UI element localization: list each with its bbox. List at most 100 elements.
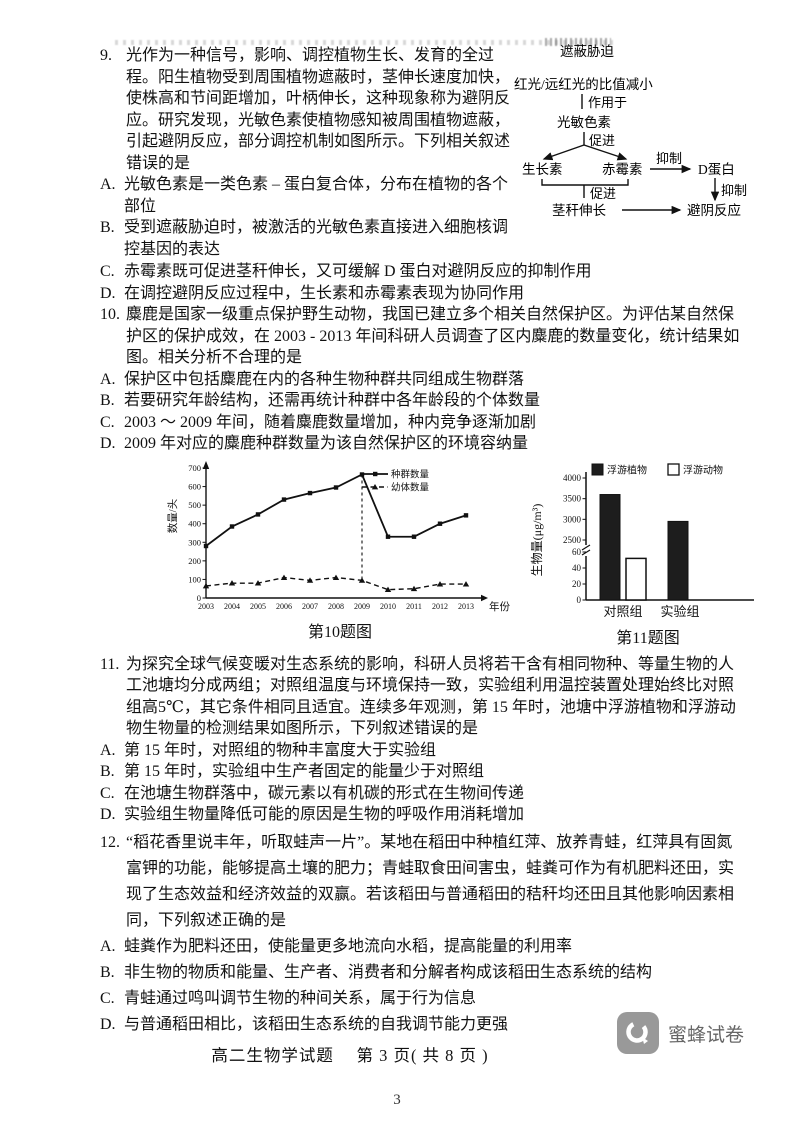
svg-text:数量/头: 数量/头	[166, 498, 179, 532]
svg-text:2009: 2009	[354, 602, 370, 611]
svg-text:浮游植物: 浮游植物	[607, 463, 647, 476]
q11-option-a-label: A.	[100, 741, 116, 759]
scan-artifact-top-right	[545, 38, 611, 46]
q10-option-b-label: B.	[100, 392, 115, 409]
diagram-phytochrome-label: 光敏色素	[557, 114, 611, 130]
q9-option-b-text: 受到遮蔽胁迫时，被激活的光敏色素直接进入细胞核调控基因的表达	[124, 219, 509, 258]
q12-option-a-label: A.	[100, 937, 116, 955]
diagram-ratio-label: 红光/远红光的比值减小	[514, 77, 653, 92]
page-number: 3	[393, 1092, 401, 1108]
q11-figure-block: 0 20 40 60 2500 3000 3500 4000 对照组 实验组 浮游植物 浮游动物 生物量…	[528, 460, 768, 648]
svg-text:0: 0	[577, 595, 582, 605]
svg-text:生物量(μg/m³): 生物量(μg/m³)	[530, 503, 544, 576]
svg-text:0: 0	[197, 593, 201, 603]
watermark: 蜜蜂试卷	[616, 1012, 744, 1054]
diagram-gibberellin-label: 赤霉素	[602, 162, 643, 177]
q11-option-d: D. 实验组生物量降低可能的原因是生物的呼吸作用消耗增加	[100, 804, 746, 826]
diagram-shade-avoidance-label: 避阴反应	[687, 202, 741, 218]
question-10: 10. 麋鹿是国家一级重点保护野生动物，我国已建立多个相关自然保护区。为评估某自…	[100, 304, 746, 455]
diagram-inhibit-down-label: 抑制	[721, 183, 747, 198]
q9-option-c: C. 赤霉素既可促进茎秆伸长，又可缓解 D 蛋白对避阴反应的抑制作用	[100, 261, 746, 283]
q12-option-d-label: D.	[100, 1015, 116, 1033]
diagram-shade-stress-label: 遮蔽胁迫	[560, 44, 614, 59]
q10-option-d-text: 2009 年对应的麋鹿种群数量为该自然保护区的环境容纳量	[124, 435, 529, 452]
diagram-stem-elongation-label: 茎秆伸长	[552, 203, 606, 218]
q9-stem: 光作为一种信号，影响、调控植物生长、发育的全过程。阳生植物受到周围植物遮蔽时，茎…	[126, 47, 511, 172]
svg-text:500: 500	[188, 500, 201, 510]
q10-option-c: C. 2003 ～ 2009 年间，随着麋鹿数量增加，种内竞争逐渐加剧	[100, 412, 746, 434]
q11-option-a: A. 第 15 年时，对照组的物种丰富度大于实验组	[100, 740, 746, 762]
q12-option-d-text: 与普通稻田相比，该稻田生态系统的自我调节能力更强	[124, 1015, 509, 1033]
watermark-label: 蜜蜂试卷	[667, 1024, 744, 1046]
q12-option-b-text: 非生物的物质和能量、生产者、消费者和分解者构成该稻田生态系统的结构	[124, 963, 653, 981]
svg-text:年份: 年份	[489, 600, 510, 613]
svg-text:2004: 2004	[224, 602, 240, 611]
page-footer: 高二生物学试题 第 3 页( 共 8 页 )	[211, 1046, 489, 1065]
q12-stem: “稻花香里说丰年，听取蛙声一片”。某地在稻田中种植红萍、放养青蛙，红萍具有固氮 …	[126, 833, 735, 929]
svg-text:幼体数量: 幼体数量	[391, 481, 430, 493]
q12-option-a: A. 蛙粪作为肥料还田，使能量更多地流向水稻，提高能量的利用率	[100, 934, 746, 960]
q11-option-a-text: 第 15 年时，对照组的物种丰富度大于实验组	[124, 741, 437, 759]
question-12: 12. “稻花香里说丰年，听取蛙声一片”。某地在稻田中种植红萍、放养青蛙，红萍具…	[100, 830, 746, 1038]
q10-option-a-label: A.	[100, 370, 116, 388]
q11-option-d-label: D.	[100, 806, 116, 823]
svg-text:浮游动物: 浮游动物	[683, 463, 723, 476]
svg-text:100: 100	[188, 574, 201, 584]
svg-text:2007: 2007	[302, 602, 318, 611]
svg-text:2013: 2013	[458, 602, 474, 611]
q11-number: 11.	[100, 655, 120, 673]
svg-text:2011: 2011	[406, 602, 422, 611]
q9-flow-diagram: 遮蔽胁迫 红光/远红光的比值减小 作用于 光敏色素 促进 生长素 赤霉素 抑制 …	[514, 44, 747, 218]
q10-figure-block: 0 100 200 300 400 500 600 700 2003 2004 2005 2006 20…	[166, 460, 514, 642]
question-11: 11. 为探究全球气候变暖对生态系统的影响，科研人员将若干含有相同物种、等量生物…	[100, 654, 746, 826]
svg-text:实验组: 实验组	[660, 604, 699, 619]
q10-figure-caption: 第10题图	[307, 623, 372, 641]
q10-option-d: D. 2009 年对应的麋鹿种群数量为该自然保护区的环境容纳量	[100, 433, 746, 455]
q10-number: 10.	[100, 306, 120, 323]
svg-text:60: 60	[572, 547, 582, 557]
diagram-acts-on-label: 作用于	[588, 95, 627, 110]
q10-option-b-text: 若要研究年龄结构，还需再统计种群中各年龄段的个体数量	[124, 392, 541, 409]
q12-option-c-label: C.	[100, 989, 115, 1007]
svg-text:200: 200	[188, 555, 201, 565]
q11-option-c: C. 在池塘生物群落中，碳元素以有机碳的形式在生物间传递	[100, 783, 746, 805]
q9-number: 9.	[100, 47, 112, 64]
svg-text:700: 700	[188, 463, 201, 473]
q9-option-d-text: 在调控避阴反应过程中，生长素和赤霉素表现为协同作用	[124, 284, 525, 302]
q10-option-b: B. 若要研究年龄结构，还需再统计种群中各年龄段的个体数量	[100, 390, 746, 412]
q11-option-c-text: 在池塘生物群落中，碳元素以有机碳的形式在生物间传递	[124, 784, 525, 802]
q10-option-d-label: D.	[100, 435, 116, 452]
scan-artifact-top	[115, 40, 613, 45]
q11-option-b-label: B.	[100, 763, 115, 780]
q11-option-d-text: 实验组生物量降低可能的原因是生物的呼吸作用消耗增加	[124, 806, 525, 823]
q12-option-b-label: B.	[100, 963, 115, 981]
q12-option-d: D. 与普通稻田相比，该稻田生态系统的自我调节能力更强	[100, 1012, 746, 1038]
diagram-promote-bottom-label: 促进	[590, 186, 616, 201]
bee-logo-icon	[616, 1012, 659, 1054]
q10-option-c-text: 2003 ～ 2009 年间，随着麋鹿数量增加，种内竞争逐渐加剧	[124, 413, 537, 431]
q12-number: 12.	[100, 833, 120, 851]
q9-option-a-label: A.	[100, 176, 116, 193]
q10-stem: 麋鹿是国家一级重点保护野生动物，我国已建立多个相关自然保护区。为评估某自然保护区…	[126, 306, 740, 366]
diagram-promote-top-label: 促进	[589, 133, 615, 148]
q9-option-b: B. 受到遮蔽胁迫时，被激活的光敏色素直接进入细胞核调控基因的表达	[100, 217, 522, 260]
svg-text:3500: 3500	[563, 493, 582, 503]
svg-text:2005: 2005	[250, 602, 266, 611]
q11-option-c-label: C.	[100, 784, 115, 802]
svg-text:20: 20	[572, 579, 582, 589]
svg-text:种群数量: 种群数量	[391, 468, 430, 480]
q11-stem: 为探究全球气候变暖对生态系统的影响，科研人员将若干含有相同物种、等量生物的人工池…	[126, 655, 736, 738]
q10-option-a: A. 保护区中包括麋鹿在内的各种生物种群共同组成生物群落	[100, 369, 746, 391]
q9-option-c-label: C.	[100, 263, 115, 280]
svg-text:2500: 2500	[563, 535, 582, 545]
q12-option-c: C. 青蛙通过鸣叫调节生物的种间关系，属于行为信息	[100, 986, 746, 1012]
q11-option-b-text: 第 15 年时，实验组中生产者固定的能量少于对照组	[124, 763, 485, 780]
svg-text:600: 600	[188, 481, 201, 491]
q11-figure-caption: 第11题图	[616, 629, 680, 647]
q12-option-a-text: 蛙粪作为肥料还田，使能量更多地流向水稻，提高能量的利用率	[124, 937, 573, 955]
diagram-inhibit-right-label: 抑制	[656, 151, 682, 166]
diagram-auxin-label: 生长素	[522, 162, 563, 177]
q9-option-a-text: 光敏色素是一类色素 – 蛋白复合体，分布在植物的各个部位	[124, 176, 509, 215]
figures-row: 0 100 200 300 400 500 600 700 2003 2004 2005 2006 20…	[166, 460, 754, 648]
